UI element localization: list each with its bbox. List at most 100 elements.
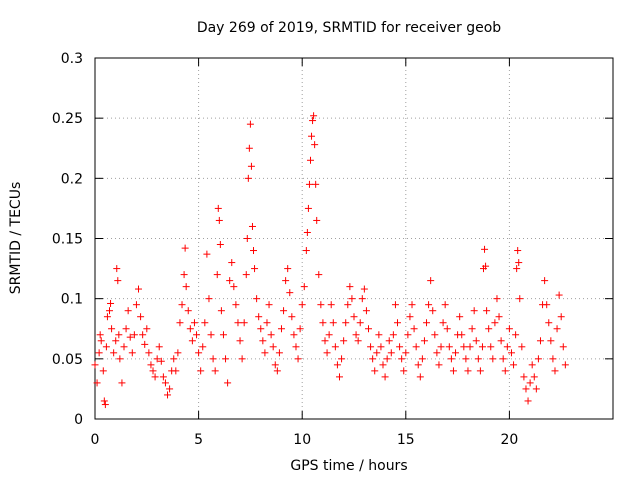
y-axis-label: SRMTID / TECUs xyxy=(8,182,24,295)
data-point xyxy=(476,367,484,375)
data-point xyxy=(520,373,528,381)
data-point xyxy=(425,301,433,309)
data-point xyxy=(429,307,437,315)
data-point xyxy=(418,355,426,363)
data-point xyxy=(313,216,321,224)
data-point xyxy=(292,343,300,351)
data-point xyxy=(503,343,511,351)
data-point xyxy=(145,349,153,357)
data-point xyxy=(222,355,230,363)
data-point xyxy=(275,349,283,357)
data-point xyxy=(514,247,522,255)
data-point xyxy=(211,367,219,375)
data-point xyxy=(232,301,240,309)
data-point xyxy=(404,331,412,339)
data-point xyxy=(195,349,203,357)
data-point xyxy=(215,216,223,224)
data-point xyxy=(184,307,192,315)
data-point xyxy=(180,271,188,279)
data-point xyxy=(250,247,258,255)
data-point xyxy=(543,301,551,309)
data-point xyxy=(216,241,224,249)
data-point xyxy=(259,337,267,345)
data-point xyxy=(534,355,542,363)
data-point xyxy=(219,331,227,339)
data-point xyxy=(491,319,499,327)
data-point xyxy=(497,337,505,345)
data-point xyxy=(263,319,271,327)
data-point xyxy=(141,340,149,348)
data-point xyxy=(379,361,387,369)
data-point xyxy=(153,355,161,363)
data-point xyxy=(456,313,464,321)
data-point xyxy=(128,349,136,357)
data-point xyxy=(391,301,399,309)
data-point xyxy=(458,331,466,339)
data-point xyxy=(481,245,489,253)
data-point xyxy=(530,373,538,381)
y-tick-label: 0.3 xyxy=(61,51,83,67)
data-point xyxy=(389,331,397,339)
data-point xyxy=(516,295,524,303)
x-tick-label: 5 xyxy=(194,432,203,448)
data-point xyxy=(261,349,269,357)
data-point xyxy=(106,307,114,315)
data-point xyxy=(300,283,308,291)
data-point xyxy=(335,373,343,381)
data-point xyxy=(139,331,147,339)
data-point xyxy=(323,349,331,357)
data-point xyxy=(280,307,288,315)
data-point xyxy=(242,271,250,279)
data-point xyxy=(294,355,302,363)
data-point xyxy=(381,373,389,381)
data-point xyxy=(240,319,248,327)
y-tick-label: 0.25 xyxy=(52,111,83,127)
data-point xyxy=(267,331,275,339)
data-point xyxy=(333,361,341,369)
data-point xyxy=(143,325,151,333)
data-point xyxy=(510,361,518,369)
data-point xyxy=(356,319,364,327)
data-point xyxy=(166,385,174,393)
data-point xyxy=(362,307,370,315)
data-point xyxy=(394,319,402,327)
data-point xyxy=(96,331,104,339)
y-tick-label: 0.1 xyxy=(61,292,83,308)
data-point xyxy=(435,361,443,369)
data-point xyxy=(101,401,109,409)
data-point xyxy=(255,313,263,321)
data-point xyxy=(371,367,379,375)
data-point xyxy=(319,319,327,327)
y-tick-label: 0.2 xyxy=(61,171,83,187)
data-point xyxy=(439,319,447,327)
data-point xyxy=(482,262,490,270)
data-point xyxy=(396,343,404,351)
data-point xyxy=(360,285,368,293)
data-point xyxy=(182,283,190,291)
data-point xyxy=(358,295,366,303)
data-point xyxy=(499,355,507,363)
data-point xyxy=(306,156,314,164)
data-point xyxy=(149,367,157,375)
data-point xyxy=(238,355,246,363)
data-point xyxy=(164,391,172,399)
data-point xyxy=(230,283,238,291)
data-point xyxy=(375,331,383,339)
data-point xyxy=(329,319,337,327)
data-point xyxy=(373,349,381,357)
data-point xyxy=(309,117,317,125)
data-point xyxy=(483,307,491,315)
y-tick-label: 0.05 xyxy=(52,352,83,368)
x-axis-label: GPS time / hours xyxy=(290,458,407,474)
data-point xyxy=(147,361,155,369)
x-tick-label: 10 xyxy=(293,432,311,448)
data-point xyxy=(536,337,544,345)
data-point xyxy=(186,325,194,333)
data-point xyxy=(524,397,532,405)
data-point xyxy=(151,373,159,381)
data-point xyxy=(365,325,373,333)
data-point xyxy=(532,385,540,393)
data-point xyxy=(135,285,143,293)
data-point xyxy=(269,343,277,351)
